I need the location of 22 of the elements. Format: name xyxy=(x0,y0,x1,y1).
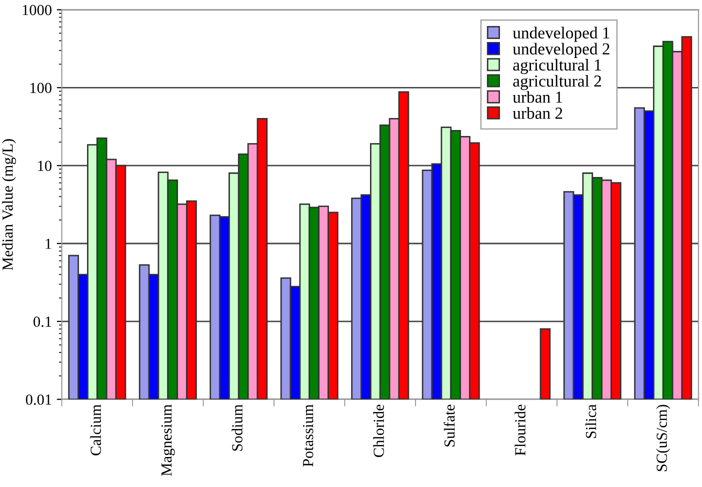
x-tick-label: Magnesium xyxy=(161,404,175,476)
y-axis-title: Median Value (mg/L) xyxy=(2,139,16,270)
y-tick-label: 0.01 xyxy=(26,394,52,405)
legend-label: agricultural 2 xyxy=(513,74,602,90)
y-tick-label: 100 xyxy=(30,82,52,94)
legend-label: undeveloped 2 xyxy=(512,42,610,58)
legend-label: undeveloped 1 xyxy=(512,26,610,42)
y-tick-label: 10 xyxy=(38,160,52,172)
x-tick-label: Chloride xyxy=(373,404,384,458)
y-tick-label: 1000 xyxy=(22,4,52,16)
y-tick-label: 1 xyxy=(46,238,52,249)
x-tick-label: Silica xyxy=(585,404,596,438)
x-tick-label: Flouride xyxy=(514,404,526,456)
legend-label: urban 2 xyxy=(512,107,562,119)
x-tick-label: SC(uS/cm) xyxy=(656,404,670,472)
y-tick-label: 0.1 xyxy=(34,316,52,327)
x-tick-label: Sodium xyxy=(232,404,242,451)
legend-label: urban 1 xyxy=(512,91,562,103)
x-tick-label: Sulfate xyxy=(444,404,455,446)
legend-label: agricultural 1 xyxy=(513,58,601,74)
x-tick-label: Potassium xyxy=(302,404,314,467)
x-tick-label: Calcium xyxy=(90,404,101,456)
